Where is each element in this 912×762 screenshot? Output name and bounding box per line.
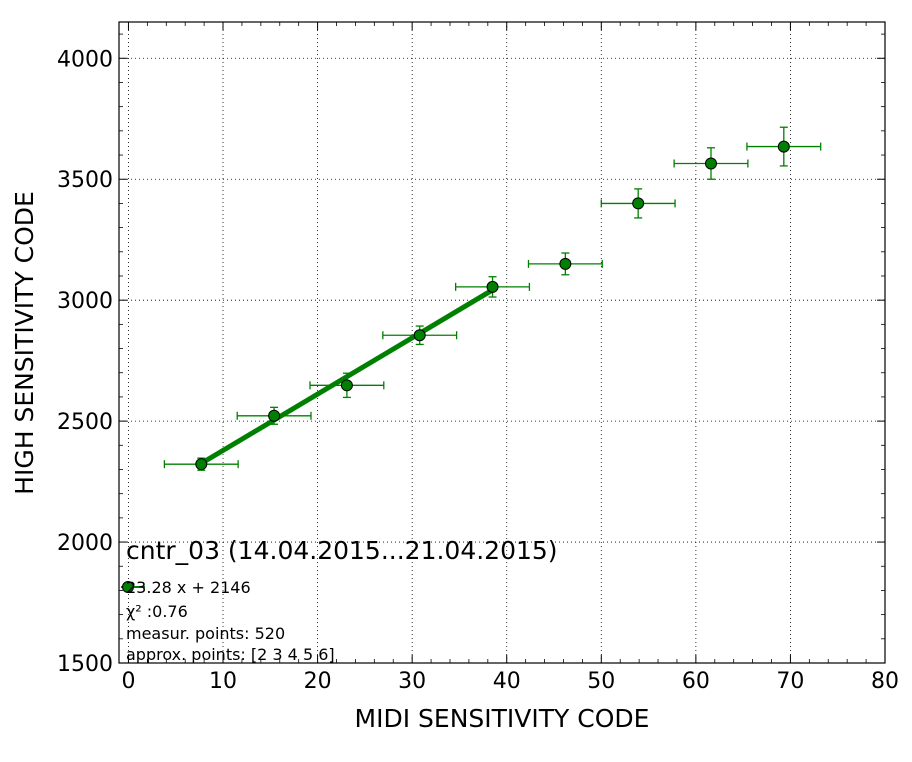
x-axis-label: MIDI SENSITIVITY CODE (355, 704, 650, 733)
y-tick-label: 2000 (57, 531, 113, 556)
point-marker (704, 157, 717, 170)
y-axis-label: HIGH SENSITIVITY CODE (10, 191, 39, 495)
data-point (673, 147, 749, 180)
annotation-points: measur. points: 520 (126, 624, 285, 643)
x-tick-label: 40 (493, 669, 521, 694)
point-marker (559, 257, 572, 270)
data-point (309, 372, 385, 399)
annotation-box: cntr_03 (14.04.2015...21.04.2015) 23.28 … (121, 536, 558, 664)
point-marker (413, 329, 426, 342)
axis-ticks (119, 22, 886, 664)
point-marker (486, 280, 499, 293)
x-tick-label: 60 (682, 669, 710, 694)
data-point (600, 188, 676, 219)
data-point (527, 252, 603, 276)
y-tick-label: 3500 (57, 168, 113, 193)
x-tick-label: 20 (304, 669, 332, 694)
y-tick-label: 3000 (57, 289, 113, 314)
annotation-chi2: χ² :0.76 (126, 602, 188, 621)
annotation-title: cntr_03 (14.04.2015...21.04.2015) (126, 536, 558, 565)
point-marker (340, 379, 353, 392)
annotation-equation: 23.28 x + 2146 (126, 578, 251, 597)
y-tick-label: 1500 (57, 652, 113, 677)
x-tick-label: 30 (398, 669, 426, 694)
point-marker (268, 409, 281, 422)
x-tick-label: 50 (587, 669, 615, 694)
data-points-layer (163, 126, 822, 471)
point-marker (195, 458, 208, 471)
data-point (163, 457, 239, 471)
grid-lines (119, 22, 886, 664)
plot-frame (118, 21, 886, 664)
legend-marker (122, 581, 134, 593)
x-tick-label: 80 (871, 669, 899, 694)
data-point (746, 126, 822, 167)
tick-labels: 0 10 20 30 40 50 60 70 80 1500 2000 2500 3000 3500 400… (57, 47, 899, 694)
x-tick-label: 70 (776, 669, 804, 694)
annotation-approx: approx. points: [2 3 4 5 6] (126, 645, 335, 664)
point-marker (632, 197, 645, 210)
data-point (455, 276, 531, 298)
data-point (382, 325, 458, 346)
x-tick-label: 0 (121, 669, 135, 694)
y-tick-label: 2500 (57, 410, 113, 435)
x-tick-label: 10 (209, 669, 237, 694)
point-marker (777, 140, 790, 153)
data-point (236, 406, 312, 425)
y-tick-label: 4000 (57, 47, 113, 72)
